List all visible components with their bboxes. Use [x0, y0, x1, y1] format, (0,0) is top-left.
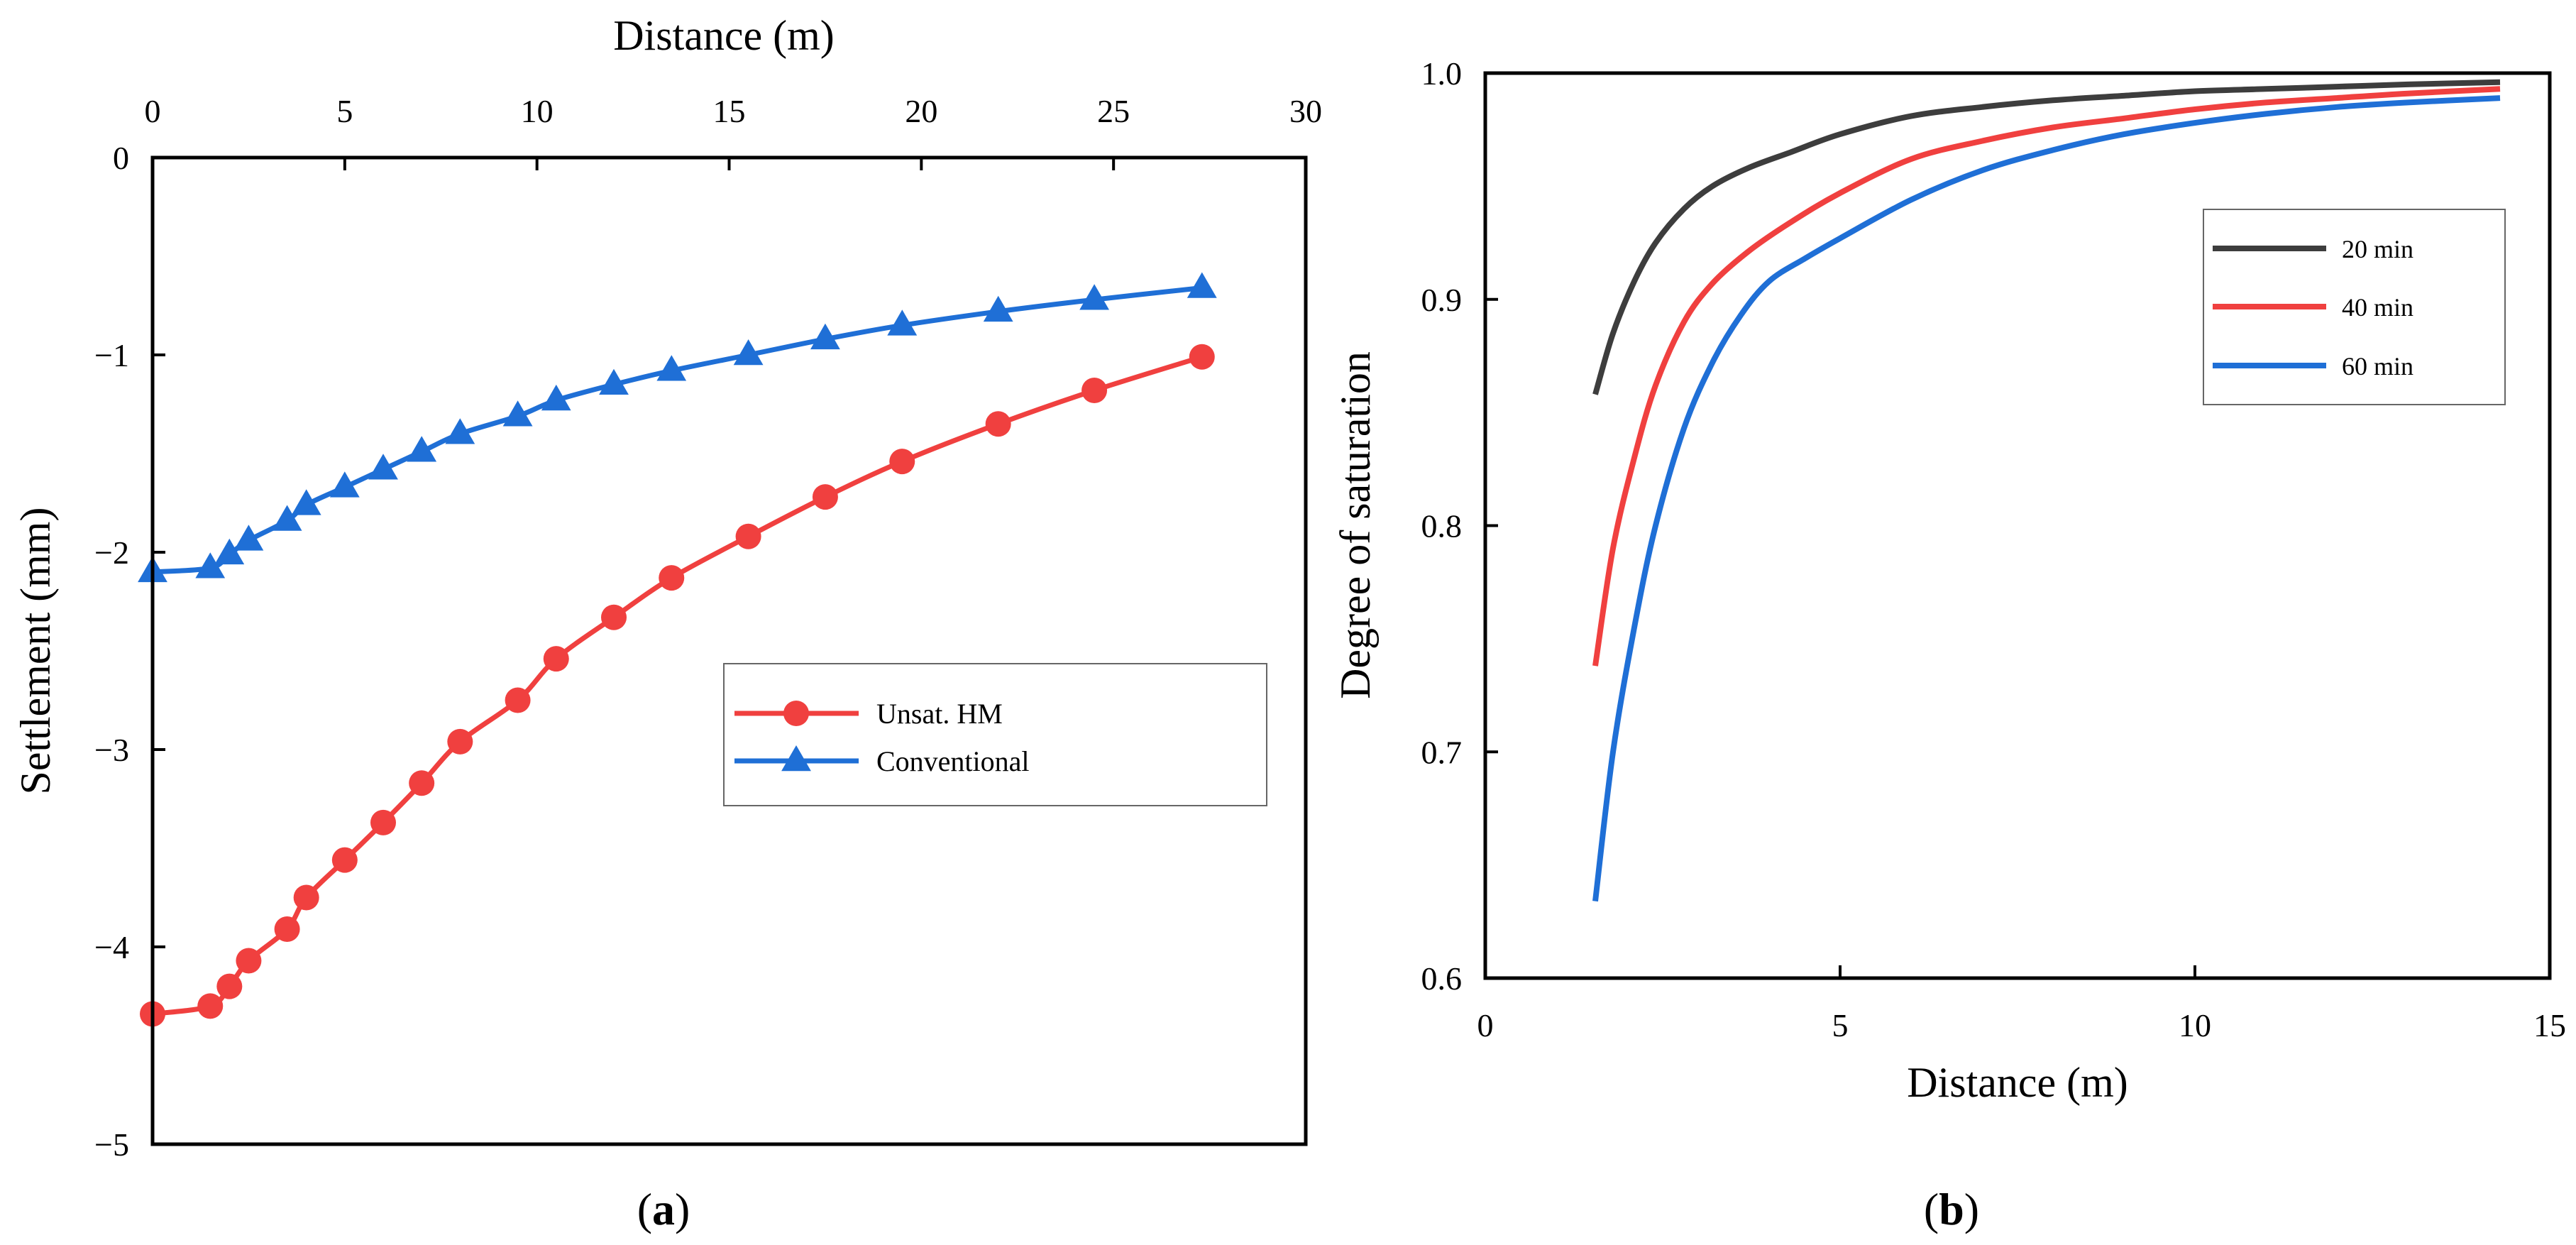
panel-b-y-tick-label: 0.7 [1421, 734, 1463, 770]
panel-b-plot-frame [1483, 71, 2552, 980]
panel-a-settlement-chart: 0 5 10 15 20 25 30 0 −1 −2 −3 −4 −5 Distance (m) Set… [12, 12, 1322, 1234]
panel-a-point-triangle [368, 454, 398, 480]
panel-a-y-tick-label: −4 [94, 929, 129, 965]
panel-a-point-triangle [407, 436, 437, 462]
panel-a-point-circle [293, 884, 319, 911]
panel-a-x-tick-label: 15 [713, 93, 746, 129]
panel-a-point-circle [216, 973, 243, 999]
panel-a-point-circle [331, 847, 358, 873]
panel-a-point-triangle [541, 384, 571, 411]
panel-a-x-tick-label: 20 [905, 93, 937, 129]
panel-a-point-circle [812, 484, 838, 510]
panel-a-point-circle [889, 449, 915, 475]
panel-a-legend-marker [781, 745, 811, 772]
panel-a-point-triangle [291, 489, 321, 515]
panel-a-plot-frame [150, 155, 1308, 1146]
panel-a-point-circle [985, 411, 1011, 437]
panel-a-x-tick-label: 25 [1097, 93, 1130, 129]
panel-a-point-triangle [214, 538, 245, 565]
panel-a-point-circle [447, 728, 473, 755]
panel-b-legend: 20 min 40 min 60 min [2203, 209, 2506, 405]
panel-a-series-unsat-hm [140, 344, 1215, 1027]
panel-b-y-tick-label: 1.0 [1421, 55, 1463, 92]
panel-a-series-conventional [138, 272, 1217, 583]
panel-b-saturation-chart: 0 5 10 15 0.6 0.7 0.8 0.9 1.0 Distance (m) Degre… [1332, 55, 2566, 1234]
panel-a-legend-marker [783, 701, 809, 726]
panel-b-x-tick-label: 15 [2533, 1007, 2566, 1043]
panel-b-x-tick-label: 10 [2179, 1007, 2211, 1043]
panel-b-y-axis-title: Degree of saturation [1332, 351, 1379, 699]
panel-a-point-triangle [983, 295, 1013, 322]
panel-a-legend-box [723, 663, 1267, 806]
panel-b-legend-label: 20 min [2342, 235, 2413, 263]
panel-a-point-circle [735, 523, 761, 549]
panel-a-point-circle [505, 687, 531, 713]
panel-a-x-axis-title: Distance (m) [613, 12, 835, 59]
panel-a-x-tick-label: 10 [521, 93, 554, 129]
panel-b-line-40-min [1592, 86, 2501, 667]
panel-a-point-triangle [445, 418, 475, 444]
panel-a-x-tick-label: 30 [1289, 93, 1322, 129]
panel-b-series [1592, 79, 2501, 902]
panel-a-y-tick-label: 0 [113, 140, 129, 176]
panel-a-point-circle [1081, 378, 1108, 404]
panel-a-point-triangle [656, 355, 687, 381]
panel-b-line-60-min [1592, 95, 2501, 902]
panel-a-ticks: 0 5 10 15 20 25 30 0 −1 −2 −3 −4 −5 [94, 93, 1322, 1163]
panel-b-x-tick-label: 0 [1477, 1007, 1494, 1043]
panel-a-point-circle [1189, 344, 1215, 370]
panel-a-point-circle [236, 948, 262, 974]
panel-a-point-circle [543, 646, 569, 672]
panel-a-point-triangle [733, 339, 764, 366]
panel-a-line [152, 354, 1203, 1016]
panel-a-point-triangle [233, 525, 264, 551]
panel-a-point-circle [659, 565, 685, 591]
panel-a-y-tick-label: −2 [94, 534, 129, 571]
panel-a-y-tick-label: −5 [94, 1126, 129, 1163]
panel-b-y-tick-label: 0.8 [1421, 508, 1463, 544]
panel-b-legend-label: 60 min [2342, 352, 2413, 380]
panel-b-label-letter: b [1939, 1184, 1964, 1234]
panel-a-point-circle [601, 604, 627, 630]
panel-a-point-triangle [1187, 272, 1217, 298]
panel-a-point-triangle [887, 309, 918, 336]
panel-a-y-tick-label: −1 [94, 337, 129, 373]
panel-b-line-20-min [1592, 79, 2501, 395]
panel-a-point-triangle [195, 552, 226, 578]
panel-b-x-tick-label: 5 [1832, 1007, 1849, 1043]
panel-a-x-tick-label: 5 [336, 93, 353, 129]
panel-a-point-triangle [502, 400, 533, 427]
panel-a-point-circle [274, 916, 300, 942]
panel-b-y-tick-label: 0.9 [1421, 282, 1463, 318]
panel-a-point-triangle [599, 368, 629, 395]
panel-a-label-letter: a [652, 1184, 675, 1234]
panel-a-x-tick-label: 0 [145, 93, 161, 129]
panel-a-point-triangle [1079, 284, 1109, 310]
panel-a-legend-label: Conventional [876, 745, 1030, 777]
panel-a-line [152, 285, 1203, 575]
panel-a-point-circle [370, 809, 396, 835]
panel-a-point-triangle [329, 471, 360, 498]
panel-a-point-circle [197, 993, 224, 1019]
panel-b-legend-label: 40 min [2342, 293, 2413, 322]
panel-a-legend-label: Unsat. HM [876, 698, 1003, 730]
panel-a-point-triangle [272, 505, 302, 531]
panel-a-y-tick-label: −3 [94, 732, 129, 768]
panel-b-label: (b) [1924, 1184, 1979, 1234]
panel-b-ticks: 0 5 10 15 0.6 0.7 0.8 0.9 1.0 [1421, 55, 2567, 1043]
panel-a-legend: Unsat. HM Conventional [723, 663, 1267, 806]
panel-a-label: (a) [637, 1184, 690, 1234]
panel-a-point-triangle [810, 323, 840, 350]
panel-a-y-axis-title: Settlement (mm) [12, 508, 59, 795]
panel-a-point-circle [409, 770, 435, 796]
panel-a-series [138, 272, 1217, 1027]
panel-b-y-tick-label: 0.6 [1421, 960, 1463, 997]
panel-b-x-axis-title: Distance (m) [1907, 1059, 2128, 1106]
